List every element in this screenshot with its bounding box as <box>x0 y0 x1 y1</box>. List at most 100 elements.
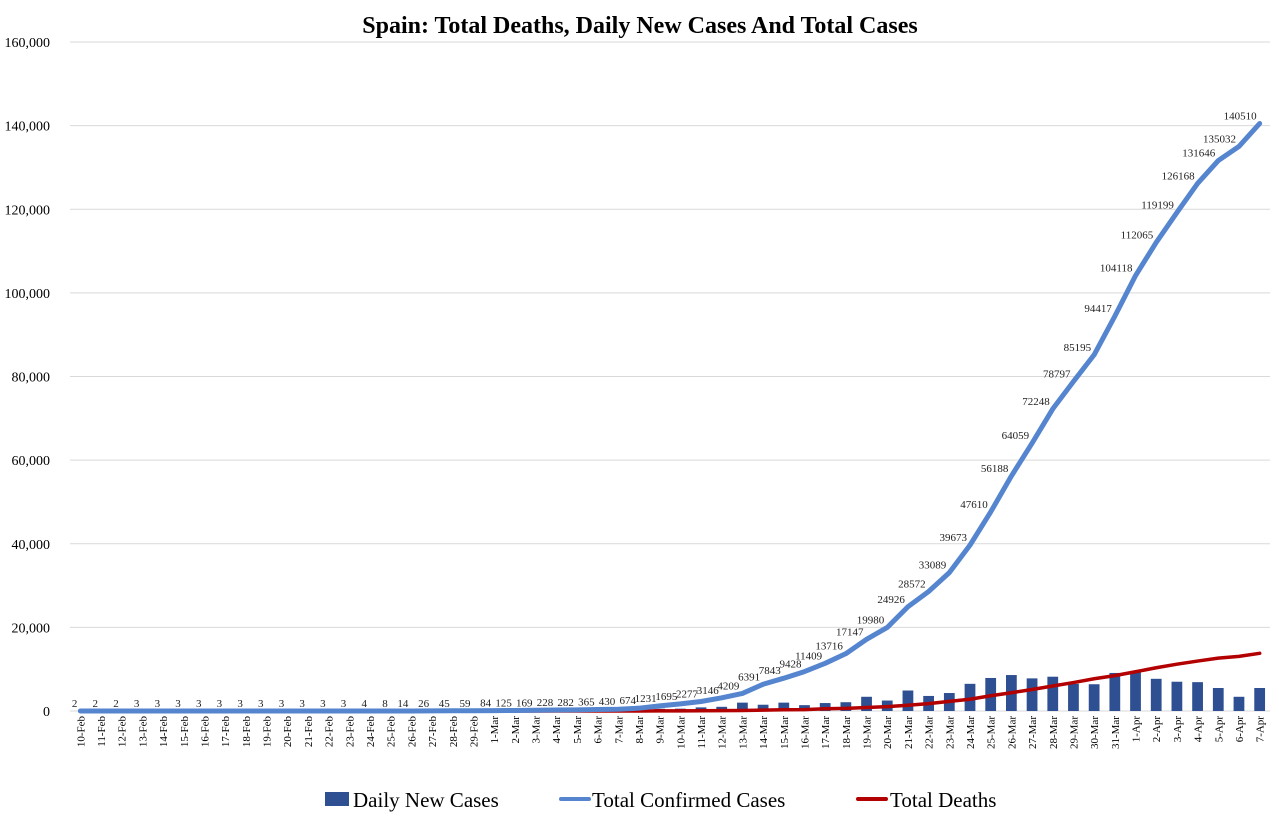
data-labels: 2 2 2 3 3 3 3 3 3 3 3 3 3 3 4 8 14 26 45 59 84 125 169 228 282 36… <box>72 110 1257 709</box>
x-tick-label: 23-Feb <box>344 716 356 748</box>
x-tick-label: 25-Feb <box>386 716 398 748</box>
x-tick-label: 4-Apr <box>1193 716 1205 743</box>
x-tick-label: 11-Feb <box>96 716 108 747</box>
y-tick-label: 140,000 <box>5 120 51 135</box>
data-label: 3 <box>134 698 140 710</box>
bar-daily-new-cases <box>1192 682 1203 711</box>
y-axis-ticks: 0 20,000 40,000 60,000 80,000 100,000 120,000 1… <box>5 36 51 720</box>
data-label: 3 <box>217 698 223 710</box>
x-tick-label: 3-Mar <box>531 716 543 744</box>
data-label: 7843 <box>759 665 782 677</box>
x-tick-label: 7-Mar <box>613 716 625 744</box>
x-tick-label: 29-Mar <box>1068 716 1080 749</box>
x-tick-label: 6-Mar <box>593 716 605 744</box>
y-tick-label: 100,000 <box>5 287 51 302</box>
data-label: 104118 <box>1100 263 1133 275</box>
data-label: 131646 <box>1182 148 1216 160</box>
bar-daily-new-cases <box>1150 678 1162 711</box>
x-tick-label: 19-Feb <box>262 716 274 748</box>
x-tick-label: 20-Mar <box>882 716 894 749</box>
x-tick-label: 6-Apr <box>1234 716 1246 743</box>
data-label: 64059 <box>1002 430 1030 442</box>
legend-item: Total Deaths <box>856 788 996 812</box>
data-label: 112065 <box>1121 229 1154 241</box>
data-label: 11409 <box>795 650 823 662</box>
data-label: 3 <box>279 698 285 710</box>
bar-daily-new-cases <box>861 696 872 711</box>
bar-daily-new-cases <box>1254 688 1266 711</box>
data-label: 4 <box>362 698 368 710</box>
legend-item: Daily New Cases <box>325 788 499 812</box>
data-label: 140510 <box>1224 110 1258 122</box>
y-tick-label: 0 <box>43 705 50 720</box>
x-tick-label: 27-Mar <box>1027 716 1039 749</box>
x-tick-label: 21-Mar <box>903 716 915 749</box>
x-axis-ticks: 10-Feb 11-Feb 12-Feb 13-Feb 14-Feb 15-Feb 16-F… <box>75 716 1266 749</box>
x-tick-label: 24-Mar <box>965 716 977 749</box>
line-series-layer <box>77 120 1263 714</box>
data-label: 1231 <box>635 693 657 705</box>
data-label: 24926 <box>877 594 905 606</box>
x-tick-label: 16-Feb <box>199 716 211 748</box>
x-tick-label: 13-Mar <box>737 716 749 749</box>
bar-daily-new-cases <box>1171 681 1183 711</box>
data-label: 94417 <box>1084 303 1112 315</box>
bar-daily-new-cases <box>1068 683 1079 711</box>
bar-daily-new-cases <box>1233 696 1245 711</box>
x-tick-label: 26-Feb <box>406 716 418 748</box>
chart-title: Spain: Total Deaths, Daily New Cases And… <box>362 13 917 39</box>
x-tick-label: 24-Feb <box>365 716 377 748</box>
x-tick-label: 31-Mar <box>1110 716 1122 749</box>
legend-label: Total Confirmed Cases <box>592 788 785 812</box>
data-label: 17147 <box>836 626 864 638</box>
x-tick-label: 22-Feb <box>324 716 336 748</box>
y-tick-label: 120,000 <box>5 203 51 218</box>
x-tick-label: 14-Feb <box>158 716 170 748</box>
x-tick-label: 27-Feb <box>427 716 439 748</box>
data-label: 135032 <box>1203 133 1236 145</box>
x-tick-label: 11-Mar <box>696 716 708 749</box>
data-label: 13716 <box>815 641 843 653</box>
data-label: 430 <box>599 696 616 708</box>
data-label: 45 <box>439 698 451 710</box>
data-label: 2 <box>93 698 99 710</box>
legend-label: Daily New Cases <box>353 788 499 812</box>
x-tick-label: 18-Mar <box>841 716 853 749</box>
data-label: 3 <box>258 698 264 710</box>
data-label: 2 <box>72 698 78 710</box>
data-label: 6391 <box>738 671 760 683</box>
line-total-confirmed-group <box>77 120 1263 714</box>
x-tick-label: 7-Apr <box>1255 716 1267 743</box>
data-label: 3 <box>341 698 347 710</box>
x-tick-label: 15-Feb <box>179 716 191 748</box>
data-label: 4209 <box>717 680 740 692</box>
x-tick-label: 8-Mar <box>634 716 646 744</box>
data-label: 3 <box>299 698 305 710</box>
data-label: 19980 <box>857 614 885 626</box>
data-label: 169 <box>516 697 533 709</box>
y-tick-label: 20,000 <box>12 621 51 636</box>
x-tick-label: 3-Apr <box>1172 716 1184 743</box>
bar-daily-new-cases <box>1130 672 1141 711</box>
x-tick-label: 28-Mar <box>1048 716 1060 749</box>
y-tick-label: 60,000 <box>12 454 51 469</box>
bar-daily-new-cases <box>737 702 748 711</box>
data-label: 2 <box>113 698 119 710</box>
bar-daily-new-cases <box>757 704 769 711</box>
data-label: 78797 <box>1043 369 1071 381</box>
bar-daily-new-cases <box>840 702 852 711</box>
x-tick-label: 30-Mar <box>1089 716 1101 749</box>
x-tick-label: 25-Mar <box>986 716 998 749</box>
data-label: 72248 <box>1022 396 1050 408</box>
legend-swatch-bar <box>325 792 349 806</box>
data-label: 125 <box>495 697 512 709</box>
bar-daily-new-cases <box>1109 672 1121 711</box>
bar-daily-new-cases <box>778 702 790 711</box>
data-label: 26 <box>418 698 430 710</box>
y-tick-label: 80,000 <box>12 371 51 386</box>
x-tick-label: 2-Mar <box>510 716 522 744</box>
x-tick-label: 17-Feb <box>220 716 232 748</box>
x-tick-label: 14-Mar <box>758 716 770 749</box>
x-tick-label: 1-Mar <box>489 716 501 744</box>
x-tick-label: 18-Feb <box>241 716 253 748</box>
